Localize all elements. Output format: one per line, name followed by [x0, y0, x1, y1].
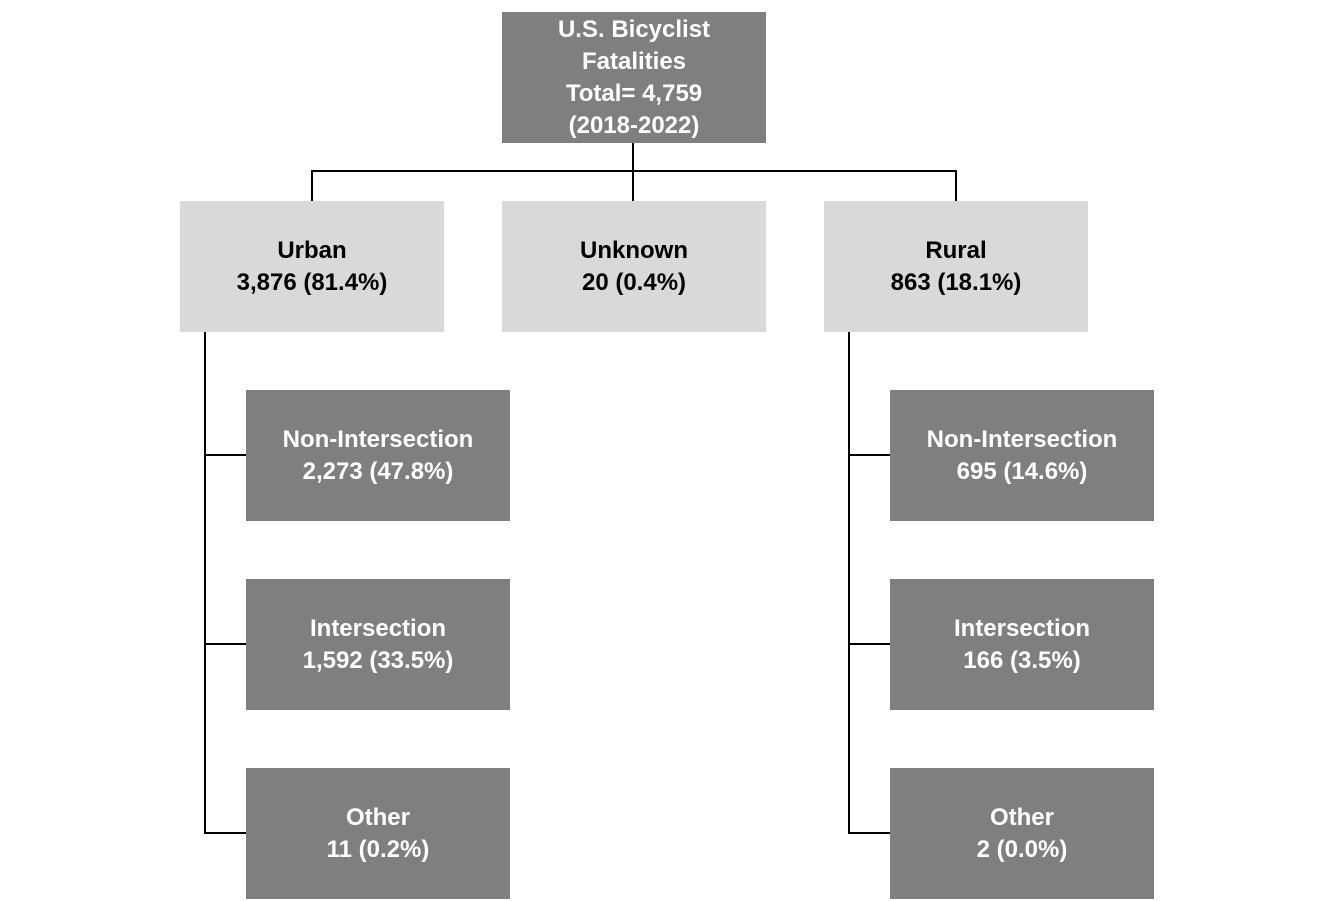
urban-value: 3,876 (81.4%)	[236, 268, 388, 296]
node-label: Intersection	[309, 614, 447, 642]
urban-branch-line	[204, 832, 246, 834]
urban-node: Urban 3,876 (81.4%)	[180, 201, 444, 332]
root-line-4: (2018-2022)	[568, 111, 700, 139]
urban-other-node: Other 11 (0.2%)	[246, 768, 510, 899]
rural-label: Rural	[925, 236, 987, 264]
node-value: 2 (0.0%)	[976, 835, 1068, 863]
rural-non-intersection-node: Non-Intersection 695 (14.6%)	[890, 390, 1154, 521]
node-value: 1,592 (33.5%)	[302, 646, 454, 674]
root-line-1: U.S. Bicyclist	[557, 15, 711, 43]
root-line-2: Fatalities	[581, 47, 687, 75]
root-node: U.S. Bicyclist Fatalities Total= 4,759 (…	[502, 12, 766, 143]
unknown-label: Unknown	[580, 236, 688, 264]
urban-label: Urban	[277, 236, 347, 264]
rural-node: Rural 863 (18.1%)	[824, 201, 1088, 332]
urban-drop-line	[311, 170, 313, 201]
rural-intersection-node: Intersection 166 (3.5%)	[890, 579, 1154, 710]
urban-non-intersection-node: Non-Intersection 2,273 (47.8%)	[246, 390, 510, 521]
unknown-node: Unknown 20 (0.4%)	[502, 201, 766, 332]
node-value: 2,273 (47.8%)	[302, 457, 454, 485]
urban-intersection-node: Intersection 1,592 (33.5%)	[246, 579, 510, 710]
rural-branch-line	[848, 832, 890, 834]
root-line-3: Total= 4,759	[565, 79, 703, 107]
node-label: Other	[989, 803, 1054, 831]
rural-value: 863 (18.1%)	[890, 268, 1022, 296]
rural-branch-line	[848, 454, 890, 456]
node-label: Other	[345, 803, 410, 831]
rural-drop-line	[955, 170, 957, 201]
urban-vertical-spine	[204, 332, 206, 834]
unknown-value: 20 (0.4%)	[581, 268, 687, 296]
rural-other-node: Other 2 (0.0%)	[890, 768, 1154, 899]
node-label: Intersection	[953, 614, 1091, 642]
rural-vertical-spine	[848, 332, 850, 834]
node-value: 166 (3.5%)	[963, 646, 1081, 674]
rural-branch-line	[848, 643, 890, 645]
node-value: 695 (14.6%)	[956, 457, 1088, 485]
node-value: 11 (0.2%)	[326, 835, 430, 863]
urban-branch-line	[204, 643, 246, 645]
root-stem-line	[632, 143, 634, 201]
node-label: Non-Intersection	[926, 425, 1118, 453]
top-horizontal-connector	[311, 170, 957, 172]
node-label: Non-Intersection	[282, 425, 474, 453]
urban-branch-line	[204, 454, 246, 456]
